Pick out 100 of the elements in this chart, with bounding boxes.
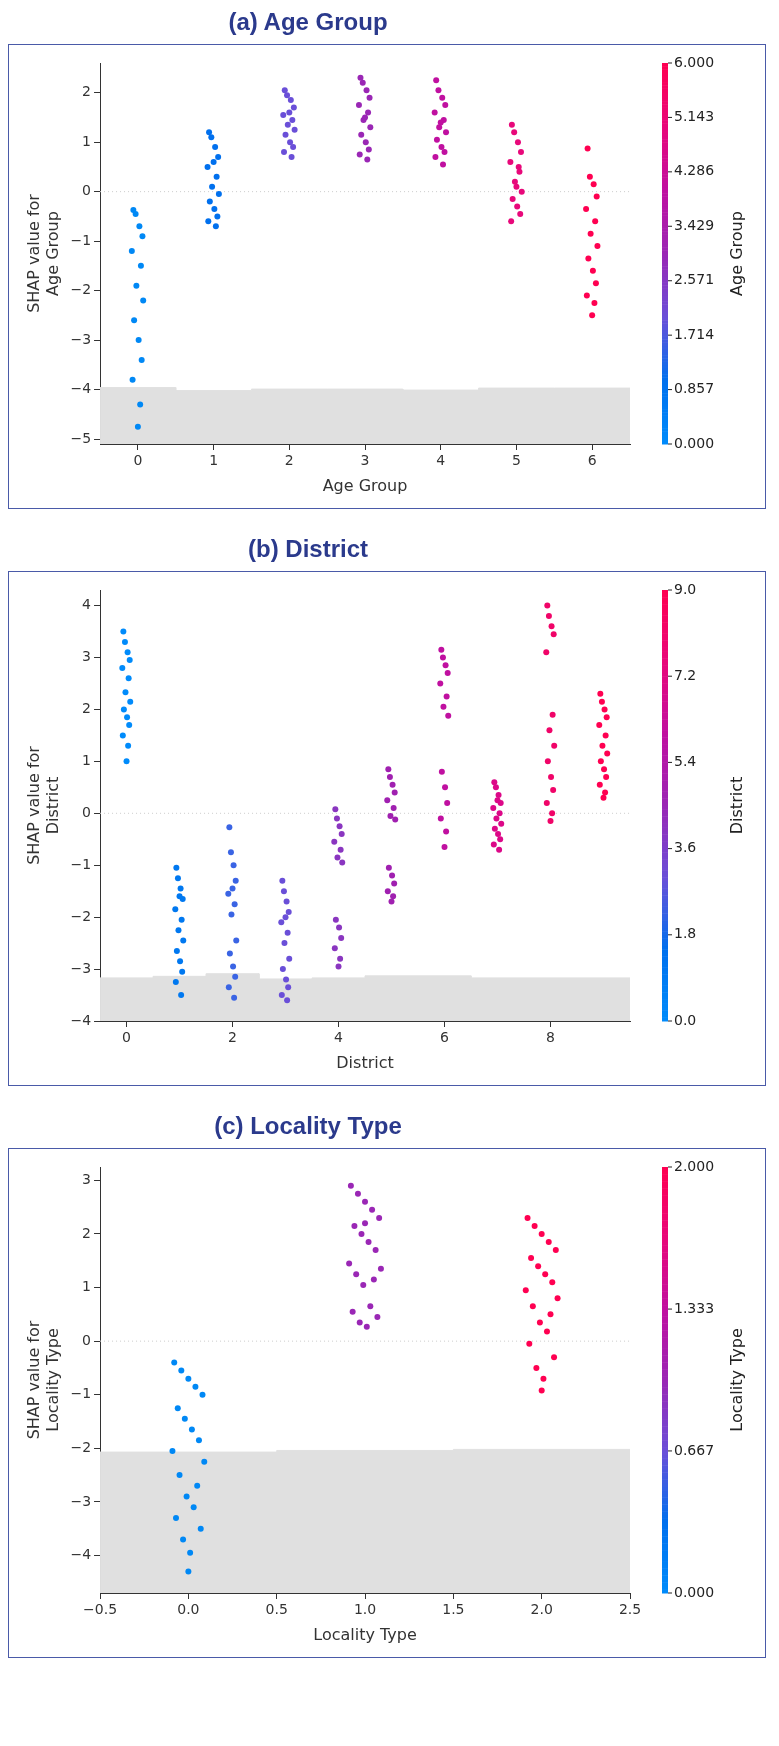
point xyxy=(592,218,599,225)
color-bar-label: 5.4 xyxy=(674,753,697,770)
point xyxy=(596,722,603,729)
point xyxy=(585,255,592,262)
point xyxy=(187,1549,194,1556)
point xyxy=(231,994,238,1001)
point xyxy=(230,862,237,869)
x-tick-label: 4 xyxy=(436,452,446,469)
point xyxy=(337,846,344,853)
point xyxy=(283,976,290,983)
point xyxy=(279,877,286,884)
point xyxy=(230,963,237,970)
point xyxy=(183,1493,190,1500)
point xyxy=(225,890,232,897)
chart-title: (b) District xyxy=(247,535,369,563)
point xyxy=(178,1367,185,1374)
point xyxy=(438,768,445,775)
point xyxy=(376,1214,383,1221)
point xyxy=(366,94,373,101)
point xyxy=(283,898,290,905)
point xyxy=(349,1308,356,1315)
point xyxy=(390,805,397,812)
point xyxy=(362,139,369,146)
point xyxy=(290,104,297,111)
point xyxy=(546,727,553,734)
point xyxy=(178,916,185,923)
point xyxy=(438,144,445,151)
point xyxy=(137,401,144,408)
point xyxy=(192,1383,199,1390)
point xyxy=(169,1448,176,1454)
point xyxy=(389,872,396,879)
point xyxy=(210,158,217,165)
x-tick-label: 0.5 xyxy=(265,1601,288,1618)
point xyxy=(181,1415,188,1422)
point xyxy=(123,758,130,765)
point xyxy=(174,1405,181,1412)
point xyxy=(547,1311,554,1318)
point xyxy=(599,742,606,749)
point xyxy=(372,1247,379,1254)
point xyxy=(279,966,286,973)
point xyxy=(514,139,521,146)
point xyxy=(387,812,394,819)
color-bar-label: 6.000 xyxy=(674,53,715,70)
point xyxy=(285,984,292,991)
point xyxy=(515,163,522,170)
point xyxy=(547,818,554,825)
point xyxy=(374,1314,381,1321)
point xyxy=(443,693,450,700)
point xyxy=(443,828,450,835)
y-tick-label: −4 xyxy=(70,380,92,397)
point xyxy=(542,1271,549,1278)
y-tick-label: 1 xyxy=(82,132,92,149)
point xyxy=(529,1303,536,1310)
point xyxy=(490,841,497,848)
point xyxy=(550,631,557,638)
point xyxy=(332,806,339,813)
point xyxy=(287,139,294,146)
point xyxy=(356,1319,363,1326)
point xyxy=(228,911,235,918)
point xyxy=(443,129,450,136)
point xyxy=(490,805,497,812)
point xyxy=(535,1263,542,1270)
point xyxy=(179,968,186,975)
point xyxy=(120,706,127,713)
point xyxy=(180,1536,187,1543)
point xyxy=(231,901,238,908)
point xyxy=(331,945,338,952)
x-tick-label: 0.0 xyxy=(177,1601,200,1618)
point xyxy=(212,223,219,230)
point xyxy=(129,376,136,383)
y-tick-label: 3 xyxy=(82,648,92,665)
point xyxy=(227,849,234,856)
x-tick-label: 6 xyxy=(440,1029,450,1046)
point xyxy=(554,1295,561,1302)
point xyxy=(601,706,608,713)
point xyxy=(552,1247,559,1254)
point xyxy=(124,649,131,656)
point xyxy=(391,880,398,887)
point xyxy=(384,797,391,804)
point xyxy=(439,94,446,101)
y-tick-label: 0 xyxy=(82,182,92,199)
point xyxy=(360,1281,367,1288)
point xyxy=(355,102,362,109)
point xyxy=(543,799,550,806)
point xyxy=(593,193,600,200)
point xyxy=(439,654,446,661)
point xyxy=(444,670,451,677)
point xyxy=(603,714,610,721)
point xyxy=(358,1230,365,1237)
point xyxy=(280,888,287,895)
point xyxy=(124,714,131,721)
point xyxy=(278,919,285,926)
color-bar-label: 1.8 xyxy=(674,925,697,942)
point xyxy=(493,815,500,822)
y-tick-label: −3 xyxy=(70,1492,92,1509)
point xyxy=(597,690,604,697)
point xyxy=(549,1279,556,1286)
point xyxy=(212,144,219,151)
point xyxy=(226,824,233,831)
x-axis-title: District xyxy=(336,1052,394,1072)
